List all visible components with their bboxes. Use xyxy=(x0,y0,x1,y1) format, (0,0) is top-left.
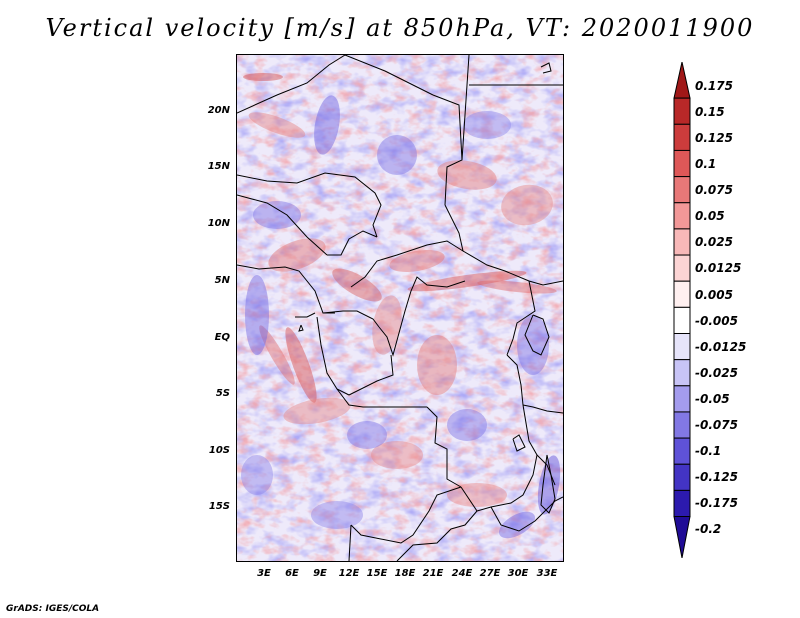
field-anomaly xyxy=(243,73,283,81)
lat-label: 20N xyxy=(207,105,230,116)
field-anomaly xyxy=(377,135,417,175)
colorbar-label: -0.1 xyxy=(695,444,722,458)
colorbar-swatch xyxy=(673,411,691,439)
colorbar-swatch xyxy=(673,333,691,361)
colorbar-swatch xyxy=(673,306,691,335)
colorbar-label: -0.125 xyxy=(695,470,738,484)
lon-label: 18E xyxy=(394,568,416,579)
colorbar-label: -0.2 xyxy=(695,522,722,536)
colorbar-swatch xyxy=(673,489,691,518)
map-title: Vertical velocity [m/s] at 850hPa, VT: 2… xyxy=(45,14,755,42)
colorbar-label: 0.125 xyxy=(695,131,733,145)
colorbar-swatch xyxy=(673,254,691,282)
lat-label: EQ xyxy=(214,332,230,343)
field-anomaly xyxy=(311,501,363,529)
lat-label: 15N xyxy=(207,161,230,172)
field-anomaly xyxy=(283,397,351,425)
field-anomaly xyxy=(347,421,387,449)
colorbar-swatch xyxy=(673,437,691,465)
country-boundaries xyxy=(237,55,563,561)
colorbar-label: 0.005 xyxy=(695,288,733,302)
field-anomaly xyxy=(371,441,423,469)
colorbar-label: 0.15 xyxy=(695,105,725,119)
field-anomaly xyxy=(332,268,382,302)
lat-label: 5N xyxy=(214,275,230,286)
colorbar-swatch xyxy=(673,62,691,99)
field-anomaly xyxy=(417,335,457,395)
colorbar-label: 0.075 xyxy=(695,183,733,197)
field-red-texture xyxy=(237,55,563,561)
field-anomaly xyxy=(477,280,557,294)
lon-label: 21E xyxy=(422,568,444,579)
lon-label: 3E xyxy=(257,568,271,579)
lon-label: 24E xyxy=(451,568,473,579)
colorbar-label: -0.075 xyxy=(695,418,738,432)
colorbar-label: 0.1 xyxy=(695,157,717,171)
colorbar xyxy=(673,62,691,558)
field-anomaly xyxy=(268,238,326,272)
field-anomaly xyxy=(241,455,273,495)
colorbar-swatch xyxy=(673,280,691,308)
velocity-field xyxy=(237,55,563,561)
field-anomaly xyxy=(285,327,317,403)
colorbar-label: -0.175 xyxy=(695,496,738,510)
colorbar-label: 0.05 xyxy=(695,209,725,223)
colorbar-swatches xyxy=(673,62,691,558)
field-anomaly xyxy=(389,250,445,272)
colorbar-swatch xyxy=(673,516,691,558)
field-anomaly xyxy=(498,511,536,539)
colorbar-swatch xyxy=(673,202,691,230)
colorbar-swatch xyxy=(673,149,691,178)
lat-label: 15S xyxy=(208,501,230,512)
field-anomaly xyxy=(259,325,295,385)
map-panel xyxy=(236,54,564,562)
field-anomaly xyxy=(447,483,507,507)
lon-label: 9E xyxy=(313,568,327,579)
lat-label: 5S xyxy=(215,388,230,399)
lat-label: 10N xyxy=(207,218,230,229)
field-anomaly xyxy=(437,160,497,190)
lat-label: 10S xyxy=(208,445,230,456)
field-anomaly xyxy=(447,409,487,441)
colorbar-label: 0.0125 xyxy=(695,261,742,275)
colorbar-swatch xyxy=(673,463,691,491)
colorbar-label: -0.0125 xyxy=(695,340,747,354)
colorbar-label: -0.025 xyxy=(695,366,738,380)
field-anomaly xyxy=(463,111,511,139)
colorbar-swatch xyxy=(673,97,691,125)
field-anomaly xyxy=(372,295,402,355)
colorbar-label: 0.025 xyxy=(695,235,733,249)
field-anomalies xyxy=(241,73,561,539)
field-anomaly xyxy=(245,275,269,355)
lon-label: 27E xyxy=(479,568,501,579)
lon-label: 30E xyxy=(507,568,529,579)
field-anomaly xyxy=(248,112,306,138)
colorbar-swatch xyxy=(673,123,691,151)
lon-label: 12E xyxy=(338,568,360,579)
lon-label: 33E xyxy=(536,568,558,579)
colorbar-swatch xyxy=(673,228,691,256)
colorbar-swatch xyxy=(673,359,691,387)
credit-text: GrADS: IGES/COLA xyxy=(6,604,100,614)
field-anomaly xyxy=(253,201,301,229)
colorbar-label: -0.005 xyxy=(695,314,738,328)
colorbar-swatch xyxy=(673,176,691,204)
field-anomaly xyxy=(501,184,553,226)
lon-label: 6E xyxy=(285,568,299,579)
colorbar-label: 0.175 xyxy=(695,79,733,93)
field-anomaly xyxy=(314,95,340,155)
lon-label: 15E xyxy=(366,568,388,579)
colorbar-swatch xyxy=(673,385,691,413)
field-anomaly xyxy=(517,315,549,375)
colorbar-label: -0.05 xyxy=(695,392,730,406)
